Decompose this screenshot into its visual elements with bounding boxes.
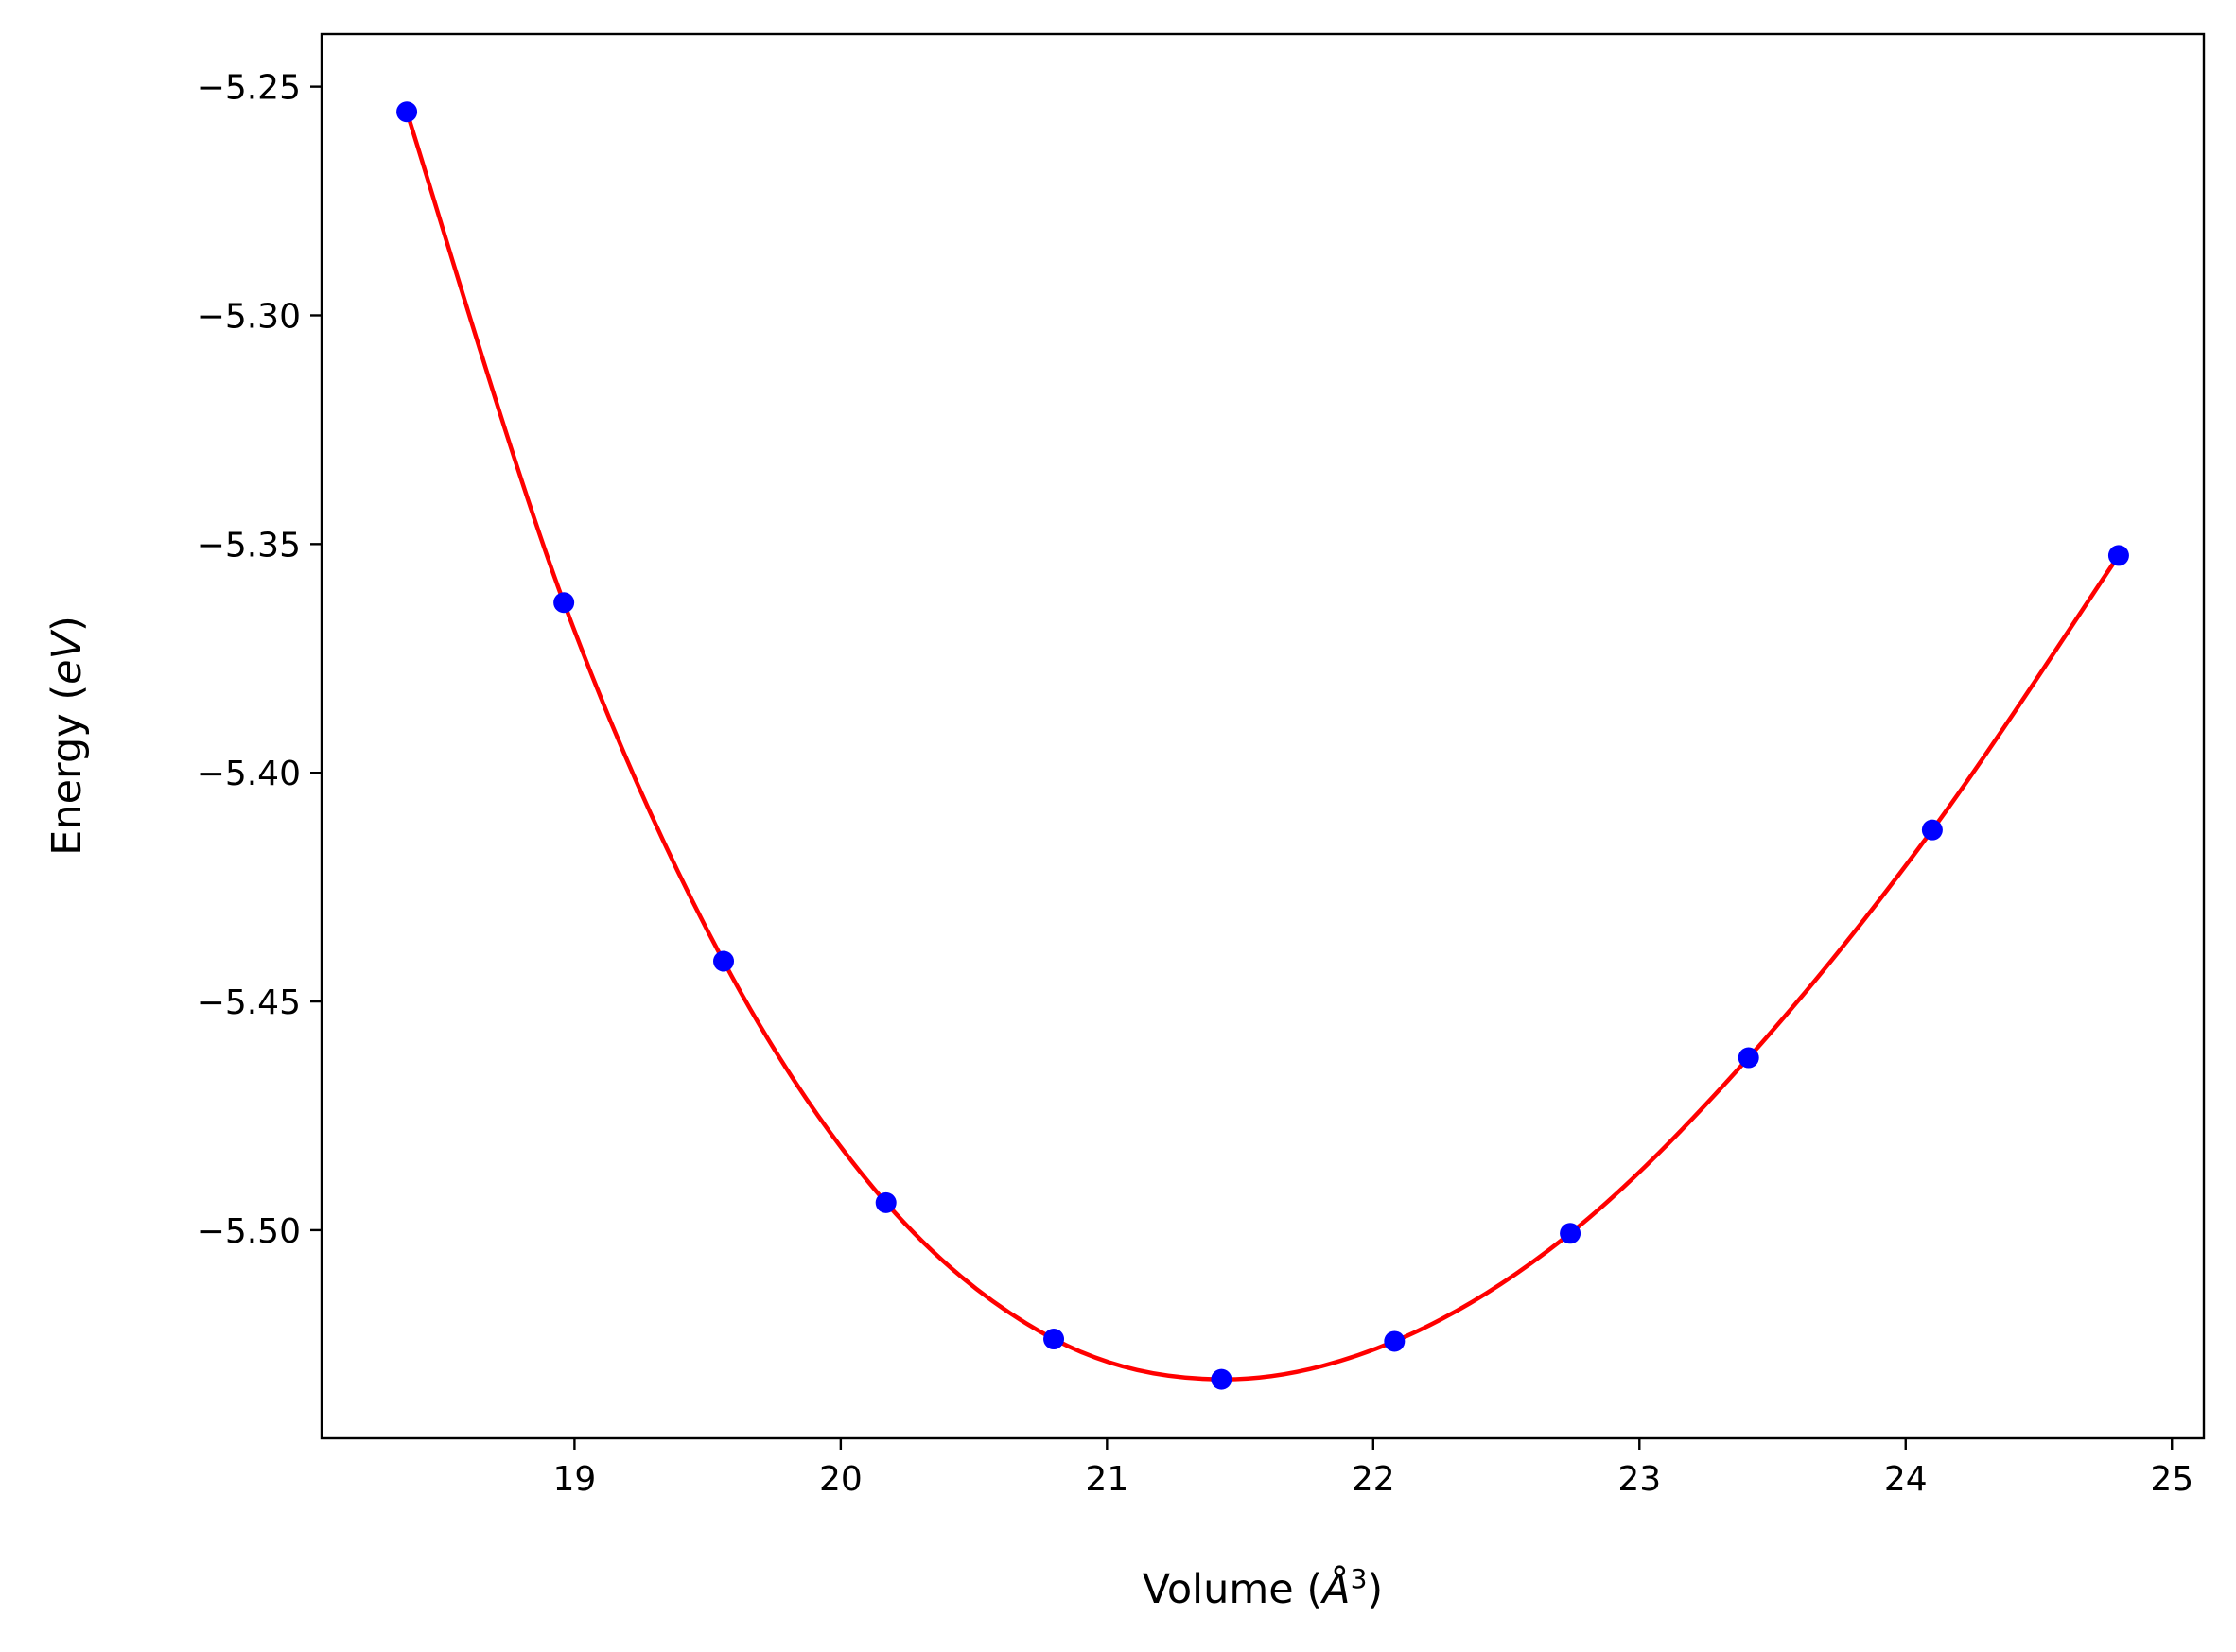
y-tick-label: −5.40 [197,755,301,793]
plot-frame [320,32,2206,1440]
y-axis-label: Energy (eV) [44,616,91,856]
y-tick-label: −5.30 [197,297,301,336]
x-axis-ticks: 19 20 21 22 23 24 25 [552,1438,2193,1499]
data-point [396,101,418,123]
x-tick-label: 24 [1884,1460,1928,1499]
data-point [2107,545,2129,566]
data-point [1211,1368,1232,1390]
x-tick-label: 22 [1352,1460,1395,1499]
data-point [553,592,575,614]
data-point [1043,1329,1065,1350]
fit-curve-line [404,111,2121,1382]
y-axis-ticks: −5.25 −5.30 −5.35 −5.40 −5.45 −5.50 [197,69,322,1251]
y-tick-label: −5.35 [197,526,301,565]
x-axis-label: Volume (Å3) [1143,1563,1383,1613]
x-tick-label: 20 [819,1460,863,1499]
x-tick-label: 23 [1617,1460,1661,1499]
data-point [713,950,735,972]
data-point [1738,1047,1759,1069]
data-point [1384,1330,1406,1352]
x-tick-label: 25 [2150,1460,2193,1499]
x-tick-label: 19 [552,1460,596,1499]
plot-area [322,34,2204,1438]
data-point [875,1191,897,1213]
y-tick-label: −5.25 [197,69,301,108]
chart-marks [396,101,2129,1390]
data-point [1921,819,1943,841]
x-tick-label: 21 [1085,1460,1128,1499]
y-tick-label: −5.50 [197,1212,301,1251]
data-point [1560,1223,1581,1244]
y-tick-label: −5.45 [197,983,301,1022]
